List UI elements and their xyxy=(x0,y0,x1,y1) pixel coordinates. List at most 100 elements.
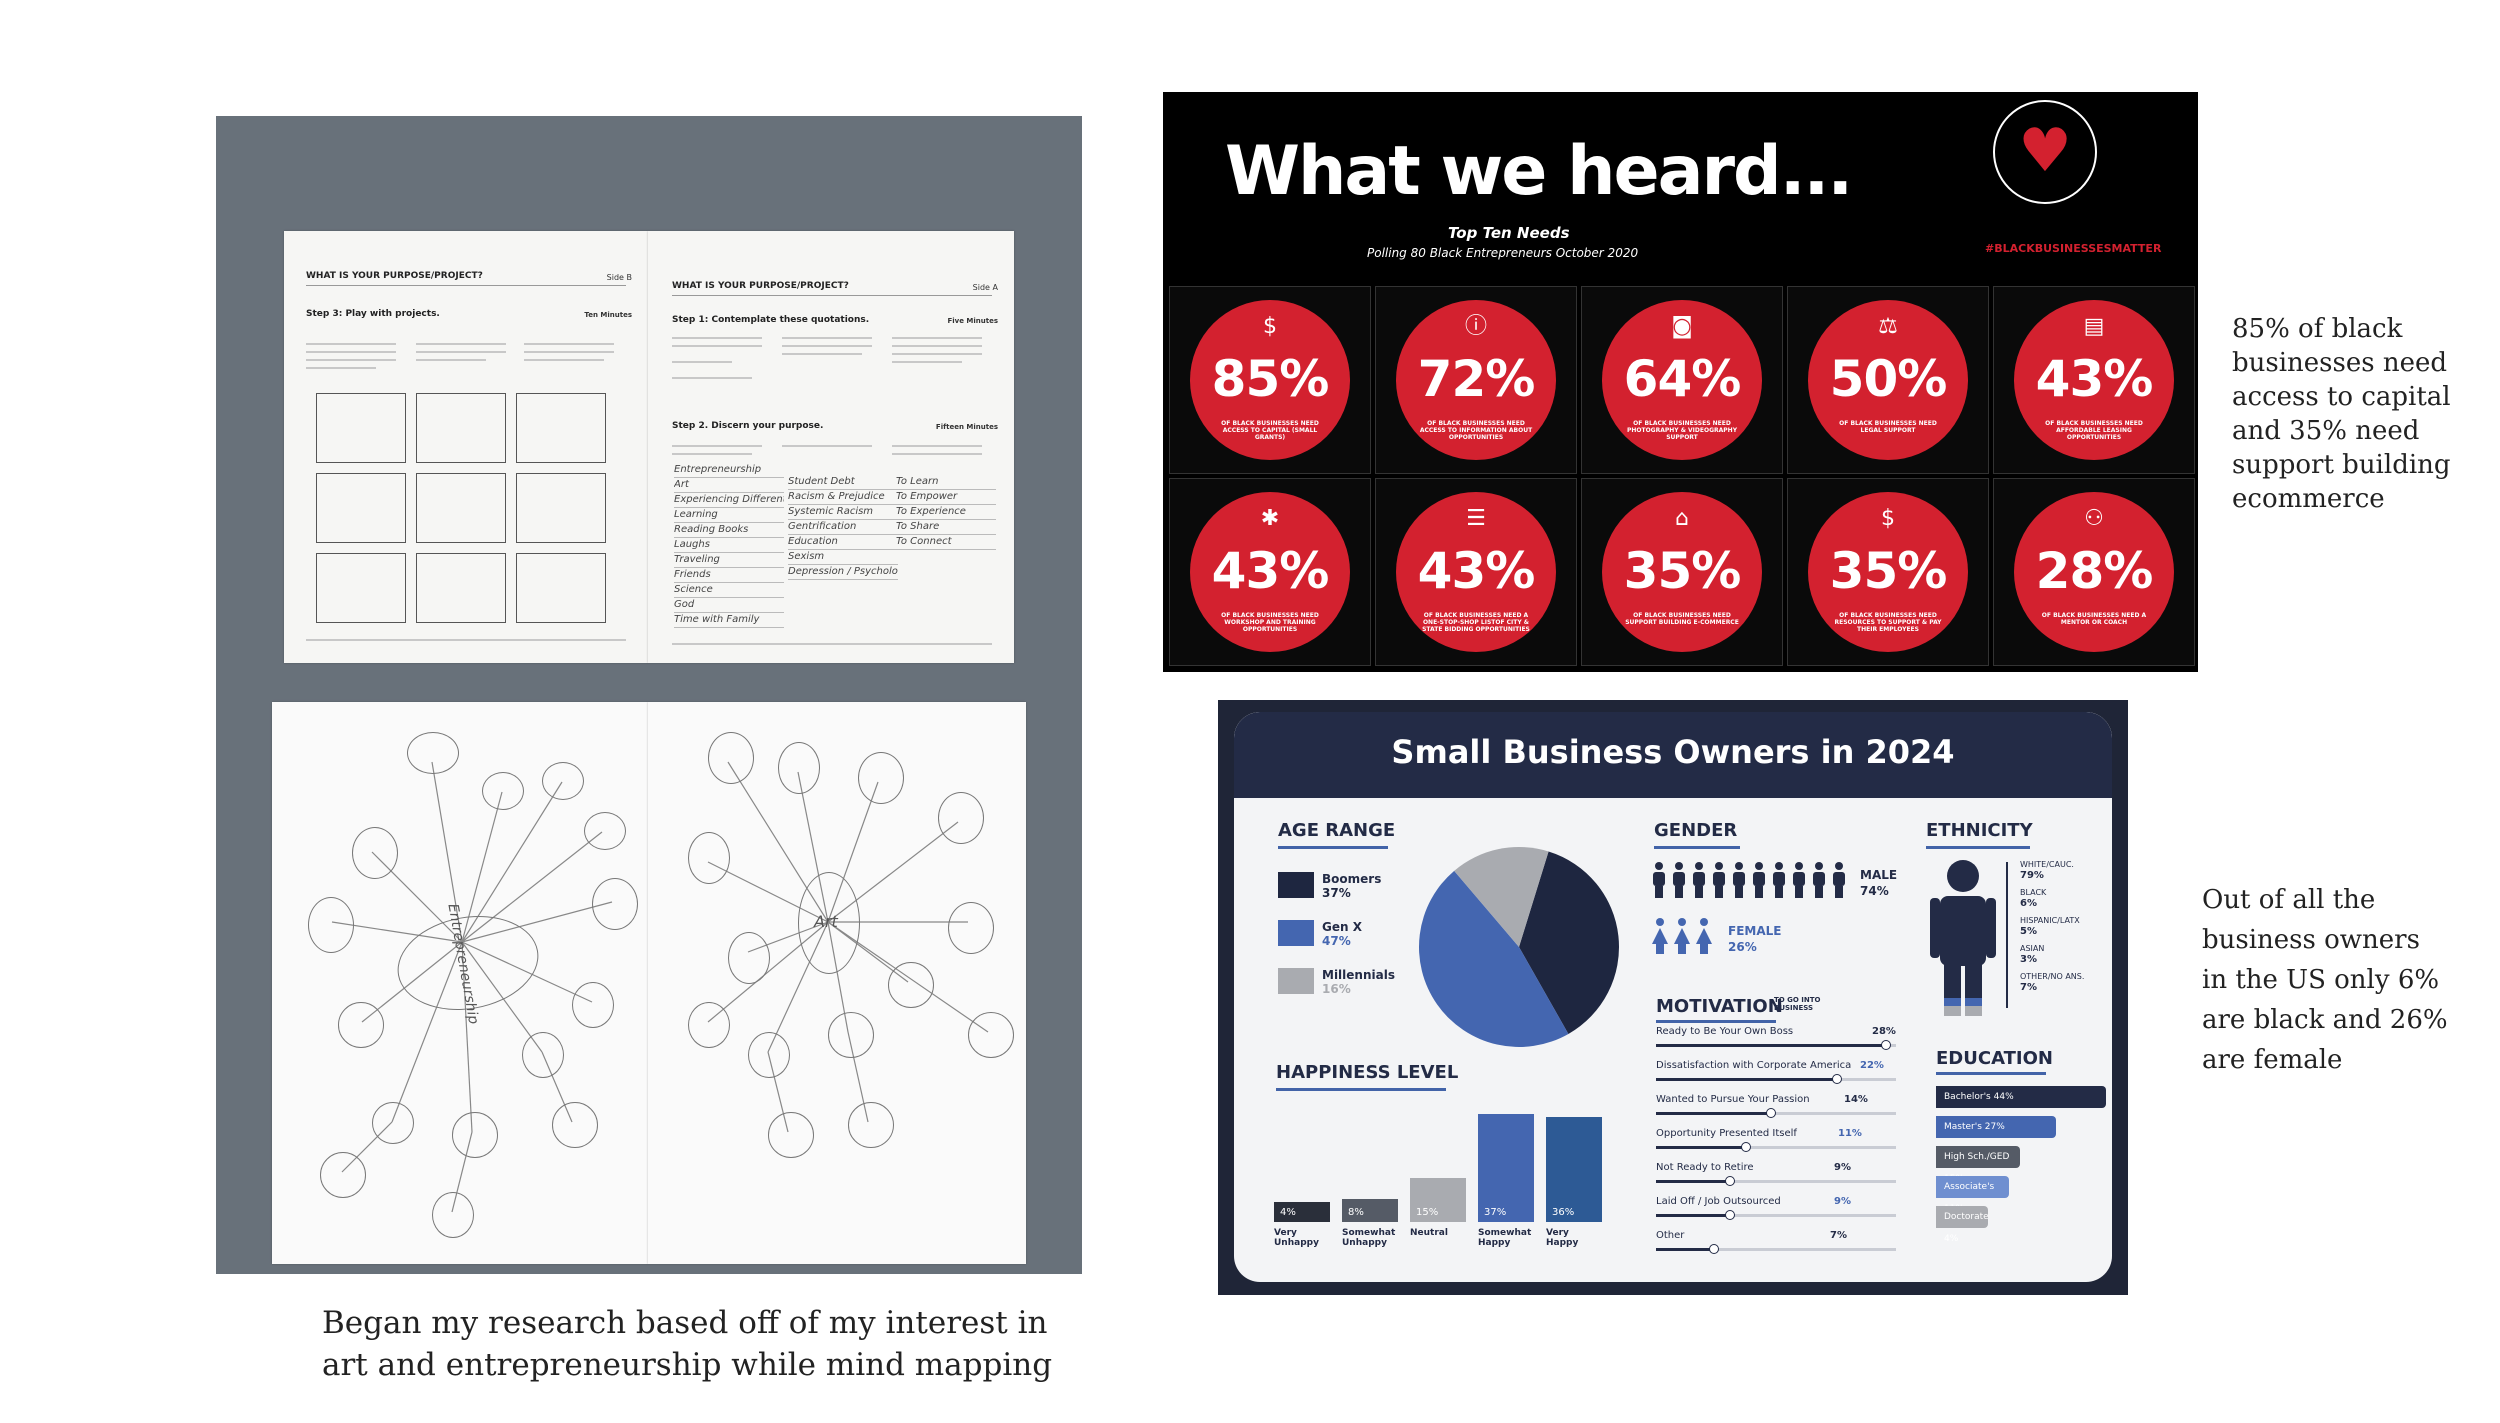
list-item: Reading Books xyxy=(674,523,784,538)
figure-head xyxy=(1755,862,1763,870)
need-label: OF BLACK BUSINESSES NEED ACCESS TO INFOR… xyxy=(1419,420,1533,441)
age-swatch xyxy=(1278,872,1314,898)
caption-left: Began my research based off of my intere… xyxy=(322,1305,1053,1383)
happiness-bar: 37% xyxy=(1478,1114,1534,1222)
worksheet-side-b: WHAT IS YOUR PURPOSE/PROJECT? Side B Ste… xyxy=(284,231,648,663)
need-disc: ◙ 64% OF BLACK BUSINESSES NEED PHOTOGRAPHY… xyxy=(1602,300,1762,460)
figure-legs xyxy=(1678,944,1686,954)
figure-body xyxy=(1733,872,1745,886)
list-item: Systemic Racism xyxy=(788,505,898,520)
figure-legs xyxy=(1695,886,1703,898)
female-figure-icon xyxy=(1696,918,1712,954)
figure-dress xyxy=(1652,928,1668,944)
need-label: OF BLACK BUSINESSES NEED AFFORDABLE LEAS… xyxy=(2045,420,2143,441)
motivation-track xyxy=(1656,1180,1896,1183)
store-icon: ⌂ xyxy=(1675,506,1689,531)
info-icon: ⓘ xyxy=(1464,314,1487,339)
motivation-knob xyxy=(1832,1074,1842,1084)
scales-icon: ⚖ xyxy=(1878,314,1898,339)
purpose-list-interests: Entrepreneurship Art Experiencing Differen… xyxy=(674,463,784,628)
need-label: OF BLACK BUSINESSES NEED SUPPORT BUILDIN… xyxy=(1625,612,1739,626)
motivation-fill xyxy=(1656,1044,1886,1047)
need-percent: 35% xyxy=(1829,542,1948,600)
list-item: To Share xyxy=(896,520,996,535)
male-figure-icon xyxy=(1672,862,1686,898)
poster-title: What we heard... xyxy=(1225,132,1853,211)
education-name: Associate's xyxy=(1944,1182,1995,1192)
male-figures xyxy=(1652,858,1872,902)
list-item: Education xyxy=(788,535,898,550)
list-icon: ☰ xyxy=(1466,506,1486,531)
education-value: 44% xyxy=(1993,1092,2014,1102)
motivation-list: Ready to Be Your Own Boss 28% Dissatisfact… xyxy=(1656,1026,1906,1266)
need-disc: ▤ 43% OF BLACK BUSINESSES NEED AFFORDABLE … xyxy=(2014,300,2174,460)
mentor-icon: ⚇ xyxy=(2084,506,2104,531)
age-legend: Boomers 37% Gen X 47% Millennials 16% xyxy=(1278,872,1418,1012)
purpose-list-verbs: To Learn To Empower To Experience To Share T… xyxy=(896,475,996,550)
list-item: God xyxy=(674,598,784,613)
motivation-knob xyxy=(1741,1142,1751,1152)
education-bar: High Sch./GED 15% xyxy=(1936,1146,2020,1184)
figure-head xyxy=(1678,918,1686,926)
caption-bottom-right: Out of all the business owners in the US… xyxy=(2202,885,2448,1075)
education-name: Master's xyxy=(1944,1122,1982,1132)
ethnicity-value: 3% xyxy=(2020,954,2037,965)
figure-legs xyxy=(1675,886,1683,898)
figure-head xyxy=(1655,862,1663,870)
purpose-list-problems: Student Debt Racism & Prejudice Systemic R… xyxy=(788,475,898,580)
happiness-bar: 4% xyxy=(1274,1202,1330,1222)
ethnicity-name: OTHER/NO ANS. xyxy=(2020,972,2085,981)
female-figure-icon xyxy=(1652,918,1668,954)
ethnicity-heading: ETHNICITY xyxy=(1926,820,2033,841)
figure-head xyxy=(1815,862,1823,870)
motivation-sub: TO GO INTO BUSINESS xyxy=(1774,996,1821,1012)
mind-map-art: Art xyxy=(648,702,1026,1264)
age-swatch xyxy=(1278,920,1314,946)
age-value: 37% xyxy=(1322,886,1351,900)
list-item: Student Debt xyxy=(788,475,898,490)
figure-head xyxy=(1656,918,1664,926)
figure-head xyxy=(1735,862,1743,870)
list-item: Laughs xyxy=(674,538,784,553)
need-card: ☰ 43% OF BLACK BUSINESSES NEED A ONE-STOP-… xyxy=(1375,478,1577,666)
figure-body xyxy=(1673,872,1685,886)
happiness-value: 37% xyxy=(1484,1207,1507,1218)
need-card: ⓘ 72% OF BLACK BUSINESSES NEED ACCESS TO I… xyxy=(1375,286,1577,474)
education-bar: Doctorate 4% xyxy=(1936,1206,1989,1244)
ethnicity-name: BLACK xyxy=(2020,888,2047,897)
motivation-heading: MOTIVATION xyxy=(1656,996,1783,1017)
need-disc: ☰ 43% OF BLACK BUSINESSES NEED A ONE-STOP-… xyxy=(1396,492,1556,652)
male-figure-icon xyxy=(1652,862,1666,898)
motivation-track xyxy=(1656,1112,1896,1115)
male-figure-icon xyxy=(1832,862,1846,898)
need-percent: 72% xyxy=(1417,350,1536,408)
need-label: OF BLACK BUSINESSES NEED A ONE-STOP-SHOP… xyxy=(1422,612,1530,633)
happiness-name: Somewhat Unhappy xyxy=(1342,1228,1396,1248)
motivation-value: 9% xyxy=(1834,1196,1851,1207)
infographic-title: Small Business Owners in 2024 xyxy=(1234,712,2112,798)
need-percent: 35% xyxy=(1623,542,1742,600)
gender-heading: GENDER xyxy=(1654,820,1738,841)
motivation-value: 14% xyxy=(1844,1094,1868,1105)
figure-body xyxy=(1773,872,1785,886)
need-disc: ⌂ 35% OF BLACK BUSINESSES NEED SUPPORT BUI… xyxy=(1602,492,1762,652)
female-value: 26% xyxy=(1728,940,1757,954)
need-card: ◙ 64% OF BLACK BUSINESSES NEED PHOTOGRAPHY… xyxy=(1581,286,1783,474)
motivation-name: Dissatisfaction with Corporate America xyxy=(1656,1060,1852,1071)
ethnicity-value: 7% xyxy=(2020,982,2037,993)
list-item: Time with Family xyxy=(674,613,784,628)
figure-legs xyxy=(1755,886,1763,898)
female-label: FEMALE xyxy=(1728,924,1782,938)
motivation-value: 28% xyxy=(1872,1026,1896,1037)
need-disc: ⓘ 72% OF BLACK BUSINESSES NEED ACCESS TO I… xyxy=(1396,300,1556,460)
need-percent: 43% xyxy=(2035,350,2154,408)
education-bar: Associate's 11% xyxy=(1936,1176,2009,1214)
figure-head xyxy=(1695,862,1703,870)
ethnicity-person-icon xyxy=(1930,860,1996,1016)
motivation-fill xyxy=(1656,1214,1730,1217)
age-value: 16% xyxy=(1322,982,1351,996)
list-item: Friends xyxy=(674,568,784,583)
mind-map-center: Art xyxy=(814,912,838,931)
happiness-bars: 4% Very Unhappy 8% Somewhat Unhappy 15% Neutr… xyxy=(1274,1112,1614,1272)
list-item: Learning xyxy=(674,508,784,523)
